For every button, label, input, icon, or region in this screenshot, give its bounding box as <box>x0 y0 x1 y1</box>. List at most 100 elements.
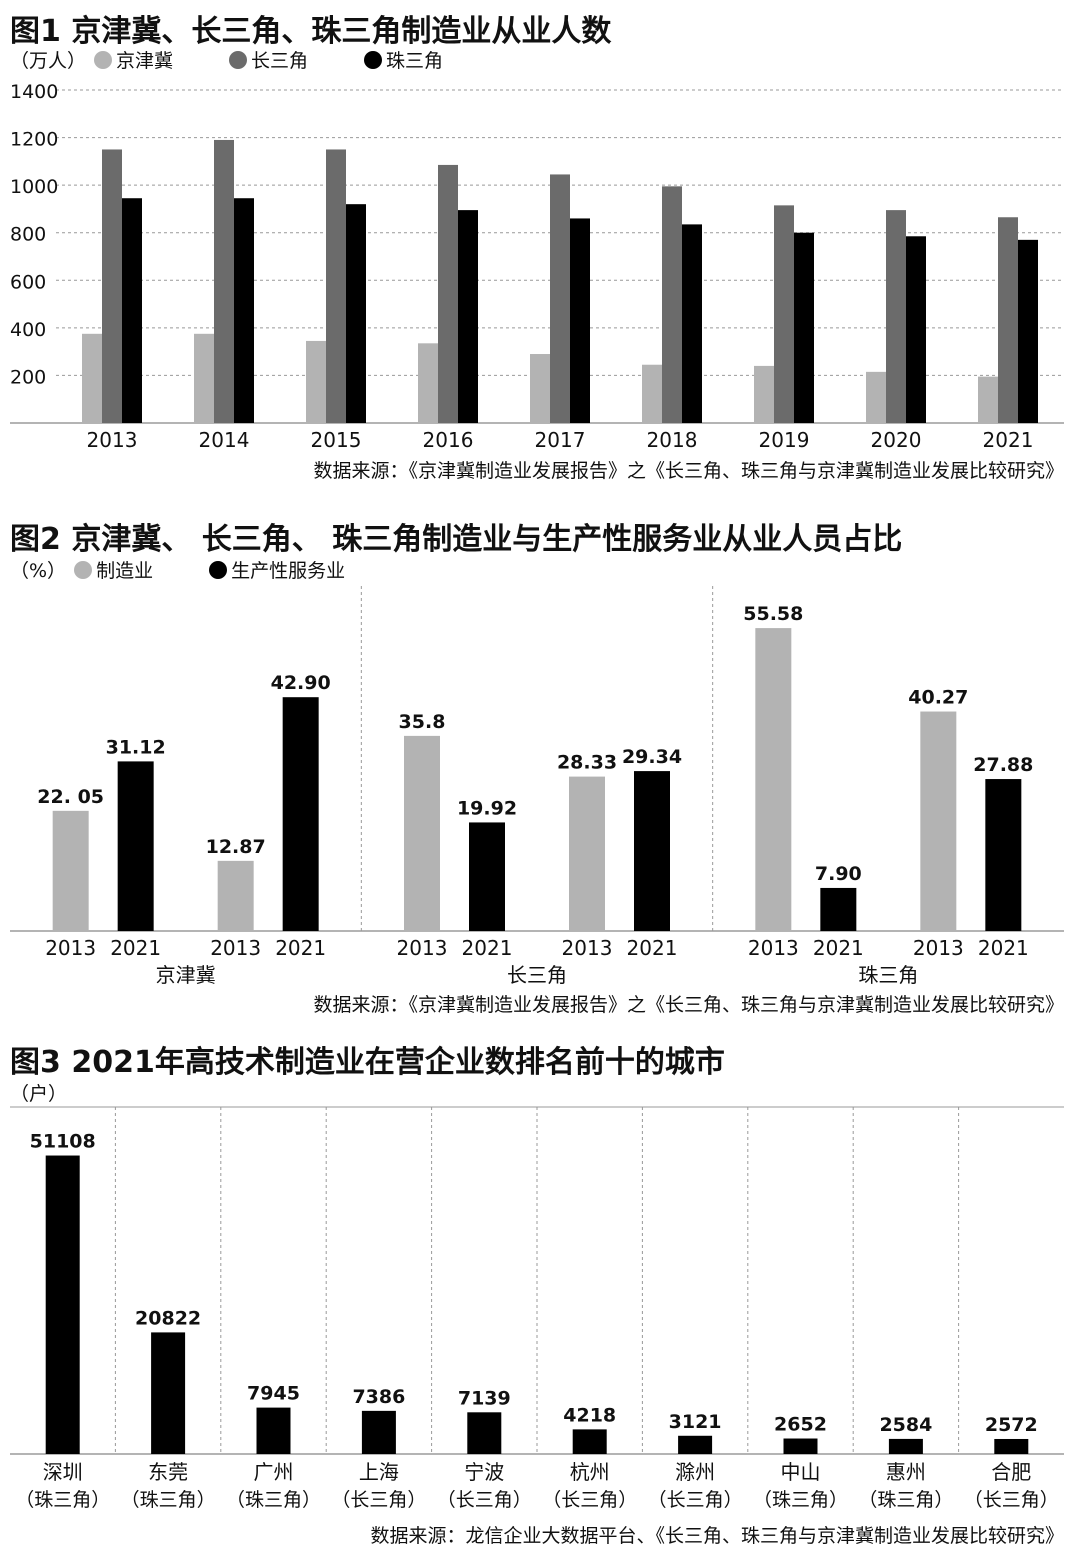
chart2-bar <box>52 810 89 931</box>
chart1-title: 图1 京津冀、长三角、珠三角制造业从业人数 <box>10 14 612 49</box>
chart1-bar <box>234 198 254 423</box>
chart1-legend-label-2: 珠三角 <box>386 50 444 72</box>
chart1-x-tick-label: 2014 <box>199 428 250 452</box>
chart1-bar <box>82 333 102 423</box>
chart3-city-label: 东莞 <box>148 1460 188 1484</box>
chart3-region-label: （珠三角） <box>15 1489 110 1511</box>
chart2-legend-item-0: 制造业 <box>74 556 153 583</box>
chart1-bar <box>754 365 774 423</box>
chart1-bar <box>194 333 214 423</box>
chart2-bar <box>117 761 154 931</box>
chart1-bar <box>346 204 366 423</box>
chart3-source: 数据来源：龙信企业大数据平台、《长三角、珠三角与京津冀制造业发展比较研究》 <box>370 1525 1064 1547</box>
chart1-legend-item-2: 珠三角 <box>364 46 443 73</box>
chart3-bar <box>151 1332 186 1454</box>
chart2-x-tick-label: 2021 <box>275 936 326 960</box>
chart1-bar <box>550 174 570 423</box>
chart1-bar <box>326 149 346 423</box>
legend-dot-icon <box>364 50 383 69</box>
chart2-x-tick-label: 2021 <box>110 936 161 960</box>
chart2-bar <box>755 628 792 931</box>
chart3-data-label: 2652 <box>774 1414 827 1436</box>
chart2-x-tick-label: 2013 <box>210 936 261 960</box>
chart1-bar <box>438 164 458 424</box>
chart2-bar <box>282 697 319 931</box>
chart3-city-label: 滁州 <box>675 1460 715 1484</box>
chart2-bar <box>634 771 670 931</box>
chart2-plot: 22. 05 2013 31.12 2021 12.87 2013 42.90 2021 京津冀… <box>10 586 1064 986</box>
chart1-x-tick-label: 2017 <box>535 428 586 452</box>
chart3-region-label: （长三角） <box>331 1489 426 1511</box>
chart1-bar <box>530 354 550 423</box>
chart3-title: 图3 2021年高技术制造业在营企业数排名前十的城市 <box>10 1045 725 1080</box>
chart2-legend-label-1: 生产性服务业 <box>231 560 346 582</box>
chart1-bar <box>662 186 682 423</box>
chart1-x-tick-label: 2016 <box>423 428 474 452</box>
chart2-x-tick-label: 2013 <box>562 936 613 960</box>
chart3-data-label: 3121 <box>669 1411 722 1433</box>
chart2-section: 图2 京津冀、 长三角、 珠三角制造业与生产性服务业从业人员占比 （%） 制造业… <box>0 510 1080 1025</box>
chart2-data-label: 42.90 <box>271 672 331 694</box>
chart3-section: 图3 2021年高技术制造业在营企业数排名前十的城市 （户） 51108 深圳 （珠… <box>0 1035 1080 1561</box>
chart2-data-label: 55.58 <box>743 603 803 625</box>
chart2-group-label: 京津冀 <box>156 963 216 986</box>
chart1-bar <box>682 224 702 423</box>
chart1-legend-label-1: 长三角 <box>251 50 309 72</box>
chart1-plot: 200 400 600 800 1000 1200 1400 2013 2014 2015 2016… <box>10 81 1064 452</box>
chart2-x-tick-label: 2021 <box>813 936 864 960</box>
chart2-bar <box>217 860 254 931</box>
chart3-bar <box>256 1407 291 1454</box>
chart1-x-tick-label: 2013 <box>87 428 138 452</box>
chart1-bar <box>886 210 906 423</box>
chart1-unit: （万人） <box>10 50 87 72</box>
chart3-city-label: 广州 <box>254 1460 294 1484</box>
chart1-bar <box>102 149 122 423</box>
chart1-bar <box>306 340 326 423</box>
chart2-x-tick-label: 2013 <box>913 936 964 960</box>
chart3-legend: （户） <box>10 1079 75 1106</box>
chart1-bar <box>570 218 590 423</box>
chart1-x-tick-label: 2018 <box>647 428 698 452</box>
chart3-plot: 51108 深圳 （珠三角） 20822 东莞 （珠三角） 7945 广州 （珠三角） 7386 上… <box>10 1106 1064 1511</box>
chart3-bar <box>45 1155 80 1454</box>
chart1-bar <box>774 205 794 423</box>
chart2-data-label: 22. 05 <box>37 786 104 808</box>
chart2-data-label: 12.87 <box>206 836 266 858</box>
chart2-bar <box>985 779 1022 931</box>
chart1-x-tick-label: 2020 <box>871 428 922 452</box>
chart1-source: 数据来源：《京津冀制造业发展报告》之《长三角、珠三角与京津冀制造业发展比较研究》 <box>313 460 1064 482</box>
chart3-bar <box>783 1438 818 1454</box>
chart1-legend-label-0: 京津冀 <box>116 50 174 72</box>
chart3-data-label: 2584 <box>879 1414 932 1436</box>
chart3-bar <box>467 1412 502 1454</box>
chart1-x-tick-label: 2021 <box>983 428 1034 452</box>
chart2-data-label: 28.33 <box>557 752 617 774</box>
chart3-region-label: （珠三角） <box>226 1489 321 1511</box>
chart1-bar <box>214 139 234 423</box>
chart3-region-label: （珠三角） <box>121 1489 216 1511</box>
legend-dot-icon <box>209 560 228 579</box>
chart3-data-label: 20822 <box>135 1307 201 1329</box>
chart1-legend: （万人） 京津冀 长三角 珠三角 <box>10 46 499 73</box>
legend-dot-icon <box>229 50 248 69</box>
chart2-legend-item-1: 生产性服务业 <box>209 556 345 583</box>
chart2-legend-label-0: 制造业 <box>96 560 154 582</box>
chart2-group-label: 长三角 <box>507 963 567 986</box>
chart3-bar <box>994 1438 1029 1454</box>
chart1-y-tick-label: 1200 <box>10 129 58 151</box>
chart3-region-label: （长三角） <box>964 1489 1059 1511</box>
chart1-y-tick-label: 800 <box>10 224 46 246</box>
chart3-city-label: 杭州 <box>570 1460 610 1484</box>
chart1-bar <box>794 232 814 423</box>
chart3-region-label: （长三角） <box>542 1489 637 1511</box>
chart3-city-label: 合肥 <box>991 1460 1031 1484</box>
chart3-data-label: 7139 <box>458 1387 511 1409</box>
chart1-bar <box>122 198 142 423</box>
chart3-region-label: （珠三角） <box>753 1489 848 1511</box>
chart3-bar <box>678 1435 713 1454</box>
chart2-x-tick-label: 2021 <box>978 936 1029 960</box>
chart2-data-label: 19.92 <box>457 797 517 819</box>
chart1-y-tick-label: 1000 <box>10 176 58 198</box>
legend-dot-icon <box>74 560 93 579</box>
chart3-bar <box>888 1438 923 1454</box>
